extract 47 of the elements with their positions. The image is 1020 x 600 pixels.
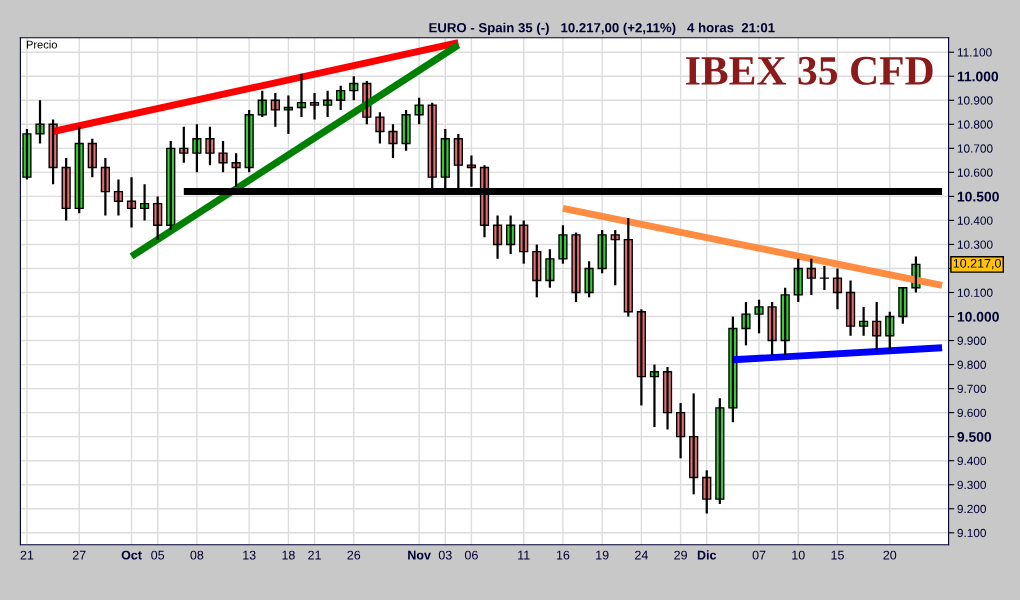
y-tick-label: 9.500 bbox=[957, 432, 992, 442]
x-tick-label: 08 bbox=[190, 550, 204, 560]
x-tick-label: 29 bbox=[674, 550, 687, 560]
x-tick-label: 11 bbox=[518, 550, 530, 560]
y-tick-label: 9.300 bbox=[957, 480, 987, 490]
x-tick-label: 10 bbox=[792, 550, 805, 560]
chart-subtitle: EURO - Spain 35 (-) 10.217,00 (+2,11%) 4 horas 21:01 bbox=[429, 22, 775, 35]
y-tick-label: 9.600 bbox=[957, 408, 987, 418]
y-axis-title: Precio bbox=[26, 40, 57, 49]
x-tick-label: Oct bbox=[121, 550, 142, 560]
y-tick-label: 10.800 bbox=[957, 120, 993, 129]
x-tick-label: 19 bbox=[596, 550, 609, 560]
x-tick-label: 16 bbox=[556, 550, 570, 560]
x-tick-label: 05 bbox=[151, 550, 165, 560]
x-tick-label: 21 bbox=[20, 550, 34, 560]
x-tick-label: Dic bbox=[697, 550, 717, 560]
x-tick-label: 21 bbox=[308, 550, 321, 560]
y-tick-label: 10.700 bbox=[957, 144, 993, 153]
chart-title: IBEX 35 CFD bbox=[686, 56, 933, 85]
y-tick-label: 11.000 bbox=[957, 71, 999, 82]
x-tick-label: 20 bbox=[883, 550, 897, 560]
y-tick-label: 10.600 bbox=[957, 168, 993, 177]
x-tick-label: 27 bbox=[72, 550, 86, 560]
x-tick-label: 26 bbox=[347, 550, 361, 560]
y-tick-label: 9.900 bbox=[957, 336, 987, 345]
y-tick-label: 10.100 bbox=[957, 288, 993, 297]
y-tick-label: 10.300 bbox=[957, 240, 993, 249]
y-tick-label: 10.900 bbox=[957, 96, 993, 105]
y-tick-label: 9.200 bbox=[957, 504, 987, 514]
y-tick-label: 9.400 bbox=[957, 456, 987, 466]
x-tick-label: 07 bbox=[752, 550, 766, 560]
y-tick-label: 11.100 bbox=[957, 48, 992, 57]
y-tick-label: 10.000 bbox=[957, 311, 999, 322]
x-tick-label: 18 bbox=[282, 550, 295, 560]
candlestick bbox=[754, 298, 764, 335]
text: 10.217,0 bbox=[953, 258, 1001, 270]
y-tick-label: 9.100 bbox=[957, 528, 987, 538]
y-tick-label: 10.400 bbox=[957, 216, 993, 225]
x-tick-label: 13 bbox=[243, 550, 256, 560]
y-tick-label: 9.700 bbox=[957, 384, 987, 394]
y-tick-label: 9.800 bbox=[957, 360, 987, 369]
x-tick-label: 03 bbox=[438, 550, 452, 560]
y-tick-label: 10.500 bbox=[957, 191, 999, 202]
x-tick-label: 06 bbox=[464, 550, 478, 560]
x-tick-label: 24 bbox=[635, 550, 648, 560]
x-tick-label: Nov bbox=[408, 550, 431, 560]
x-tick-label: 15 bbox=[831, 550, 844, 560]
